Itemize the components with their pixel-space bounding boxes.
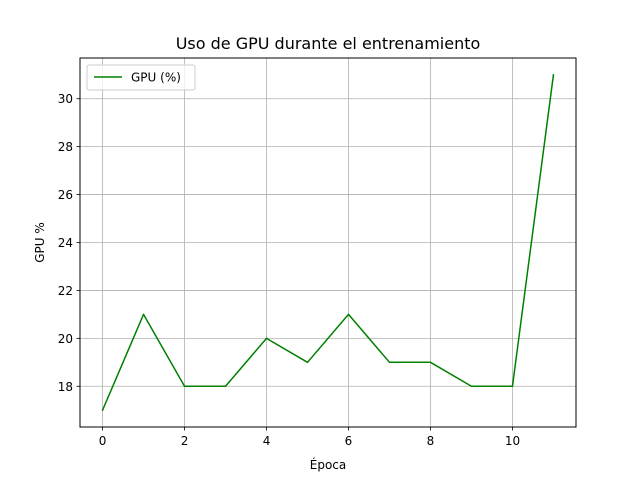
data-point [347, 313, 350, 316]
y-axis-label: GPU % [33, 222, 47, 263]
y-tick-label: 26 [58, 188, 73, 202]
x-axis-label: Época [310, 457, 347, 472]
data-point [265, 337, 268, 340]
x-tick-label: 10 [505, 434, 520, 448]
data-point [470, 385, 473, 388]
grid-lines [80, 58, 576, 427]
x-tick-label: 6 [345, 434, 353, 448]
series-layer [101, 74, 555, 411]
data-point [183, 385, 186, 388]
x-tick-label: 8 [427, 434, 435, 448]
y-tick-label: 24 [58, 236, 73, 250]
legend-box [86, 64, 196, 91]
data-point [306, 361, 309, 364]
legend: GPU (%) [86, 64, 196, 91]
x-tick-label: 0 [99, 434, 107, 448]
series-line [101, 74, 555, 411]
y-tick-label: 20 [58, 332, 73, 346]
y-tick-label: 22 [58, 284, 73, 298]
x-tick-label: 4 [263, 434, 271, 448]
data-point [511, 385, 514, 388]
legend-label: GPU (%) [131, 71, 181, 85]
y-tick-label: 30 [58, 92, 73, 106]
x-tick-label: 2 [181, 434, 189, 448]
data-point [552, 74, 555, 76]
chart-title: Uso de GPU durante el entrenamiento [176, 34, 481, 53]
data-point [429, 361, 432, 364]
y-tick-label: 18 [58, 380, 73, 394]
data-point [142, 313, 145, 316]
data-point [224, 385, 227, 388]
data-point [388, 361, 391, 364]
y-tick-label: 28 [58, 140, 73, 154]
data-point [101, 409, 104, 411]
